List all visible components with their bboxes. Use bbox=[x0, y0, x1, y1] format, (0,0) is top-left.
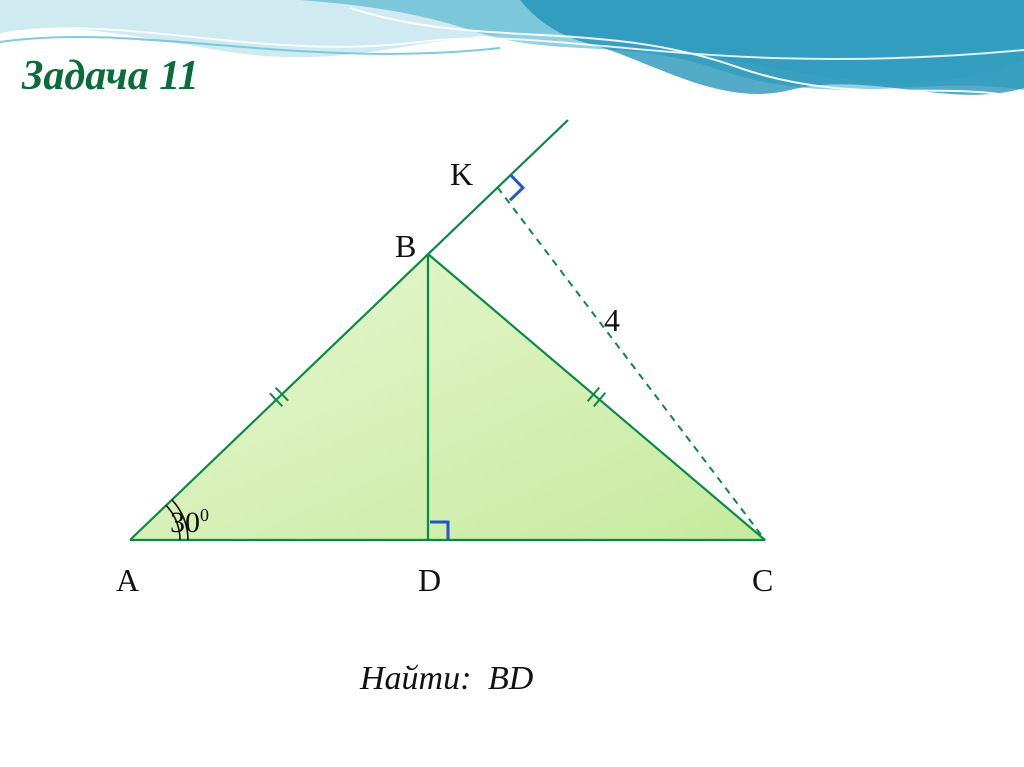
point-label-K: K bbox=[450, 156, 473, 193]
find-target: BD bbox=[488, 660, 533, 697]
point-label-C: C bbox=[752, 562, 773, 599]
find-prefix: Найти: bbox=[360, 660, 471, 697]
geometry-diagram bbox=[0, 0, 1024, 767]
angle-label-A: 300 bbox=[170, 505, 209, 540]
point-label-B: B bbox=[395, 228, 416, 265]
side-label-KC: 4 bbox=[604, 302, 620, 339]
point-label-D: D bbox=[418, 562, 441, 599]
point-label-A: A bbox=[116, 562, 139, 599]
find-statement: Найти: BD bbox=[360, 660, 533, 698]
